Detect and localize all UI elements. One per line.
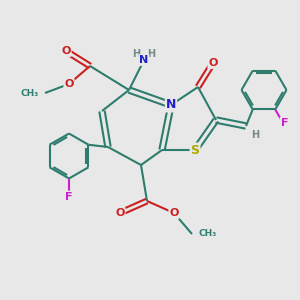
Text: O: O (64, 79, 74, 89)
Text: O: O (169, 208, 179, 218)
Text: CH₃: CH₃ (198, 230, 216, 238)
Text: CH₃: CH₃ (21, 88, 39, 98)
Text: S: S (190, 143, 200, 157)
Text: H: H (147, 49, 156, 59)
Text: F: F (65, 191, 73, 202)
Text: O: O (115, 208, 125, 218)
Text: O: O (208, 58, 218, 68)
Text: N: N (140, 55, 148, 65)
Text: H: H (132, 49, 141, 59)
Text: N: N (166, 98, 176, 112)
Text: H: H (251, 130, 259, 140)
Text: F: F (280, 118, 288, 128)
Text: O: O (61, 46, 71, 56)
